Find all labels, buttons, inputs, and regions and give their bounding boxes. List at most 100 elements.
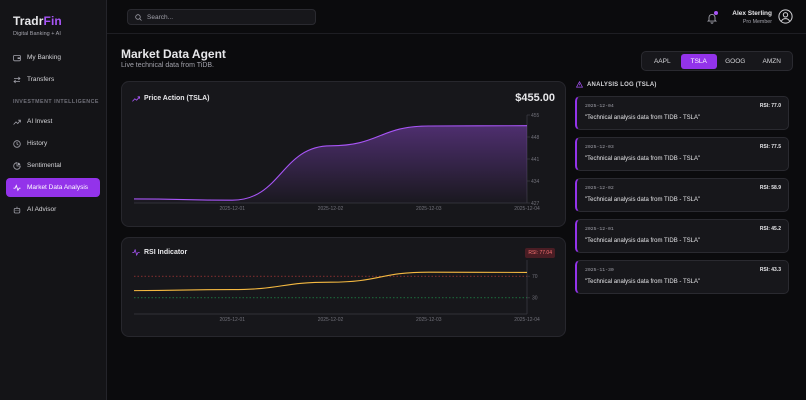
brand-tagline: Digital Banking + AI [13, 31, 61, 37]
x-tick-label: 2025-12-04 [514, 206, 540, 212]
log-entry-text: "Technical analysis data from TIDB - TSL… [585, 279, 701, 285]
tab-amzn[interactable]: AMZN [762, 57, 781, 65]
price-line [133, 125, 528, 201]
log-entry[interactable]: 2025-11-30 RSI: 43.3 "Technical analysis… [575, 260, 789, 294]
activity-icon [132, 249, 140, 256]
rsi-indicator-card: RSI Indicator RSI: 77.04 30 70 2025-12-01 2… [121, 237, 566, 337]
sidebar-item-history[interactable]: History [6, 134, 100, 153]
y-tick-label: 448 [531, 135, 540, 141]
log-entry-date: 2025-11-30 [585, 268, 614, 273]
search-icon [135, 8, 142, 26]
x-tick-label: 2025-12-03 [416, 317, 442, 323]
brand-name-accent: Fin [43, 14, 62, 28]
warning-icon [576, 81, 583, 88]
rsi-chart: 30 70 2025-12-01 2025-12-02 2025-12-03 2025-1… [133, 260, 540, 323]
log-entry-text: "Technical analysis data from TIDB - TSL… [585, 238, 701, 244]
analysis-log-title-text: ANALYSIS LOG (TSLA) [587, 81, 657, 88]
y-tick-label: 434 [531, 179, 540, 185]
log-entry-rsi: RSI: 43.3 [759, 267, 781, 273]
log-entry-date: 2025-12-01 [585, 227, 614, 232]
sidebar-item-market-data-analysis[interactable]: Market Data Analysis [6, 178, 100, 197]
sidebar: TradrFin Digital Banking + AI My Banking… [0, 0, 107, 400]
tab-aapl[interactable]: AAPL [653, 57, 671, 65]
tab-goog[interactable]: GOOG [725, 57, 746, 65]
trend-up-icon [13, 118, 21, 126]
ticker-tabs: AAPL TSLA GOOG AMZN [641, 51, 793, 71]
bell-icon [707, 14, 717, 24]
notification-button[interactable] [706, 11, 718, 24]
price-area [134, 125, 527, 203]
user-info[interactable]: Alex Sterling Pro Member [732, 10, 772, 25]
sidebar-section-label: INVESTMENT INTELLIGENCE [13, 99, 99, 105]
brand[interactable]: TradrFin Digital Banking + AI [13, 14, 62, 37]
sidebar-item-label: History [27, 140, 48, 147]
sidebar-item-sentimental[interactable]: Sentimental [6, 156, 100, 175]
transfer-icon [13, 76, 21, 84]
log-entry-rsi: RSI: 77.0 [759, 103, 781, 109]
y-tick-label: 455 [531, 113, 540, 119]
log-entry-date: 2025-12-03 [585, 145, 614, 150]
notification-dot [714, 11, 718, 15]
x-tick-label: 2025-12-02 [318, 206, 344, 212]
sidebar-item-label: Market Data Analysis [27, 184, 89, 191]
tab-tsla[interactable]: TSLA [680, 53, 717, 69]
log-entry-date: 2025-12-02 [585, 186, 614, 191]
brand-name-main: Tradr [13, 14, 44, 28]
price-action-card: Price Action (TSLA) $455.00 427 434 441 448… [121, 81, 566, 227]
sidebar-item-label: AI Advisor [27, 206, 57, 213]
wallet-icon [13, 54, 21, 62]
user-role: Pro Member [742, 19, 772, 25]
sidebar-item-transfers[interactable]: Transfers [6, 70, 100, 89]
price-card-title-text: Price Action (TSLA) [144, 95, 210, 102]
y-tick-label: 427 [531, 201, 540, 207]
robot-icon [13, 206, 21, 214]
clock-icon [13, 139, 21, 148]
user-name: Alex Sterling [732, 10, 772, 17]
log-entry-date: 2025-12-04 [585, 104, 614, 109]
rsi-line [133, 271, 528, 292]
search-input[interactable] [147, 13, 307, 21]
sidebar-item-label: My Banking [27, 54, 61, 61]
brand-logo: TradrFin [13, 14, 62, 28]
price-card-title: Price Action (TSLA) [132, 95, 209, 102]
page-title: Market Data Agent [121, 47, 226, 61]
x-tick-label: 2025-12-02 [318, 317, 344, 323]
log-entry-text: "Technical analysis data from TIDB - TSL… [585, 156, 701, 162]
search-box[interactable] [127, 9, 316, 25]
rsi-badge: RSI: 77.04 [525, 248, 555, 258]
sidebar-item-ai-advisor[interactable]: AI Advisor [6, 200, 100, 219]
sidebar-item-label: AI Invest [27, 118, 53, 125]
rsi-card-title: RSI Indicator [132, 249, 187, 256]
log-entry-rsi: RSI: 45.2 [759, 226, 781, 232]
activity-icon [13, 183, 21, 192]
x-tick-label: 2025-12-04 [514, 317, 540, 323]
log-entry[interactable]: 2025-12-02 RSI: 58.9 "Technical analysis… [575, 178, 789, 212]
y-tick-label: 441 [531, 157, 540, 163]
current-price: $455.00 [515, 92, 555, 104]
pie-icon [13, 161, 21, 170]
log-entry-rsi: RSI: 77.5 [759, 144, 781, 150]
sidebar-item-ai-invest[interactable]: AI Invest [6, 112, 100, 131]
log-entry[interactable]: 2025-12-04 RSI: 77.0 "Technical analysis… [575, 96, 789, 130]
analysis-log-title: ANALYSIS LOG (TSLA) [576, 81, 657, 88]
sidebar-item-label: Transfers [27, 76, 55, 83]
page-subtitle: Live technical data from TiDB. [121, 62, 214, 69]
log-entry[interactable]: 2025-12-03 RSI: 77.5 "Technical analysis… [575, 137, 789, 171]
x-tick-label: 2025-12-01 [219, 206, 245, 212]
x-tick-label: 2025-12-01 [219, 317, 245, 323]
log-entry-text: "Technical analysis data from TIDB - TSL… [585, 197, 701, 203]
y-tick-label: 70 [532, 274, 538, 280]
topbar: Alex Sterling Pro Member [107, 0, 806, 34]
sidebar-item-my-banking[interactable]: My Banking [6, 48, 100, 67]
trend-up-icon [132, 95, 140, 102]
log-entry-text: "Technical analysis data from TIDB - TSL… [585, 115, 701, 121]
price-chart: 427 434 441 448 455 2025-12-01 2025-12-02 2025-… [133, 113, 540, 212]
avatar[interactable] [778, 9, 793, 24]
log-entry[interactable]: 2025-12-01 RSI: 45.2 "Technical analysis… [575, 219, 789, 253]
rsi-card-title-text: RSI Indicator [144, 249, 188, 256]
y-tick-label: 30 [532, 296, 538, 302]
log-entry-rsi: RSI: 58.9 [759, 185, 781, 191]
sidebar-item-label: Sentimental [27, 162, 62, 169]
user-icon [778, 9, 793, 24]
x-tick-label: 2025-12-03 [416, 206, 442, 212]
